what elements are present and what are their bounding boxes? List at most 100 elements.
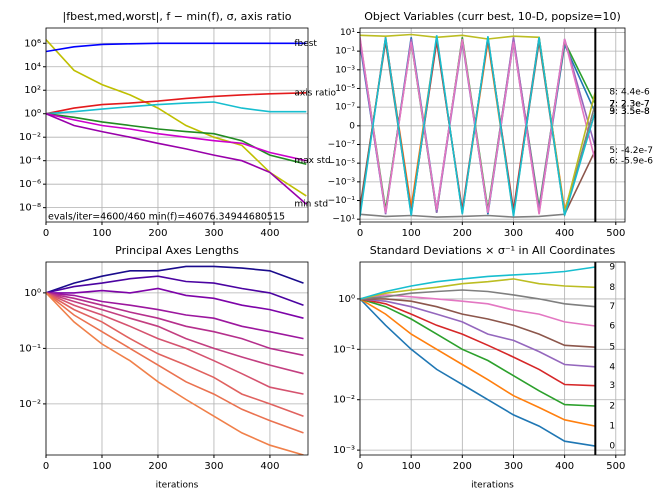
y-tick-label: 10⁻⁸ [19, 203, 41, 214]
y-tick-label: 10⁻¹ [19, 343, 41, 354]
series-line [46, 112, 307, 165]
series-label: 0 [609, 442, 615, 452]
axes-frame [45, 27, 309, 223]
series-line [46, 92, 307, 115]
y-tick-label: 10² [24, 85, 41, 96]
series-line [46, 292, 304, 357]
x-axis-label: iterations [471, 481, 514, 491]
series-label: axis ratio [294, 88, 336, 98]
x-tick-label: 0 [43, 461, 49, 472]
y-tick-label: 10⁻² [19, 132, 41, 143]
series-label: 5 [609, 343, 615, 353]
chart-title: Object Variables (curr best, 10-D, popsi… [364, 10, 621, 23]
series-line [360, 103, 597, 218]
series-label: fbest [294, 39, 317, 49]
y-tick-label: −10⁻⁷ [328, 140, 356, 150]
series-line [360, 298, 596, 407]
series-line [46, 292, 304, 340]
series-line [360, 294, 596, 327]
series-line [46, 42, 307, 53]
y-tick-label: 10⁻³ [335, 65, 355, 75]
plot-lines [360, 266, 596, 447]
series-label: 2 [609, 402, 615, 412]
chart-title: Standard Deviations × σ⁻¹ in All Coordin… [370, 244, 616, 257]
x-tick-label: 200 [148, 461, 167, 472]
series-label: max std [294, 156, 330, 166]
series-label: 5: -4.2e-7 [609, 146, 653, 156]
series-line [46, 292, 304, 434]
x-tick-label: 100 [402, 461, 421, 472]
y-tick-label: −10⁻¹ [328, 196, 356, 206]
series-line [46, 112, 307, 205]
series-line [360, 298, 596, 348]
x-tick-label: 200 [453, 461, 472, 472]
series-line [46, 275, 304, 306]
plot-lines [46, 39, 307, 205]
y-tick-label: −10⁻³ [328, 177, 356, 187]
x-tick-label: 400 [260, 461, 279, 472]
series-label: 8: 4.4e-6 [609, 87, 650, 97]
axes-frame [45, 261, 309, 456]
x-tick-label: 0 [43, 228, 49, 239]
series-line [46, 292, 304, 375]
series-label: 7 [609, 302, 615, 312]
x-tick-label: 400 [260, 228, 279, 239]
y-tick-label: −10⁻⁵ [328, 159, 356, 169]
x-tick-label: 300 [204, 461, 223, 472]
series-label: 9 [609, 262, 615, 272]
y-tick-label: 10⁰ [338, 294, 355, 305]
series-line [46, 292, 304, 395]
series-line [46, 101, 307, 115]
y-tick-label: 10⁻⁷ [335, 103, 355, 113]
y-tick-label: 10⁰ [24, 288, 41, 299]
series-line [360, 266, 596, 300]
series-line [46, 292, 304, 455]
y-tick-label: −10¹ [332, 215, 355, 225]
x-tick-label: 400 [555, 228, 574, 239]
x-tick-label: 0 [357, 228, 363, 239]
chart-title: |fbest,med,worst|, f − min(f), σ, axis r… [63, 10, 292, 23]
series-line [360, 35, 597, 217]
y-tick-label: 0 [349, 121, 355, 131]
series-label: 9: 3.5e-8 [609, 107, 650, 117]
y-tick-label: 10⁻² [333, 395, 355, 406]
series-line [46, 287, 304, 319]
plot-lines [360, 33, 597, 218]
series-line [46, 265, 304, 294]
series-label: 3: 3.5e-8 [609, 107, 650, 117]
series-line [46, 39, 307, 197]
x-tick-label: 400 [555, 461, 574, 472]
x-axis-label: iterations [156, 481, 199, 491]
annotation: evals/iter=4600/460 min(f)=46076.3494468… [48, 212, 285, 223]
series-label: 6 [609, 322, 615, 332]
series-label: 1 [609, 422, 615, 432]
series-label: 7: 2.3e-7 [609, 99, 649, 109]
x-tick-label: 300 [504, 228, 523, 239]
y-tick-label: 10⁶ [24, 38, 41, 49]
x-tick-label: 100 [92, 461, 111, 472]
series-label: min std [294, 200, 328, 210]
x-tick-label: 300 [204, 228, 223, 239]
y-tick-label: 10⁻² [19, 399, 41, 410]
x-tick-label: 300 [504, 461, 523, 472]
series-line [46, 292, 304, 417]
x-tick-label: 500 [606, 461, 625, 472]
y-tick-label: 10⁴ [24, 62, 41, 73]
x-tick-label: 200 [148, 228, 167, 239]
y-tick-label: 10⁻³ [333, 445, 355, 456]
series-line [46, 112, 307, 162]
series-line [360, 289, 596, 308]
y-tick-label: 10⁰ [24, 109, 41, 120]
series-line [360, 298, 596, 368]
series-line [360, 278, 596, 300]
y-tick-label: 10⁻¹ [335, 47, 355, 57]
x-tick-label: 500 [606, 228, 625, 239]
y-tick-label: 10¹ [340, 28, 355, 38]
y-tick-label: 10⁻⁶ [19, 179, 41, 190]
y-tick-label: 10⁻¹ [333, 344, 355, 355]
series-label: 8 [609, 283, 615, 293]
series-line [360, 298, 596, 387]
series-line [360, 298, 596, 447]
y-tick-label: 10⁻⁵ [335, 84, 355, 94]
